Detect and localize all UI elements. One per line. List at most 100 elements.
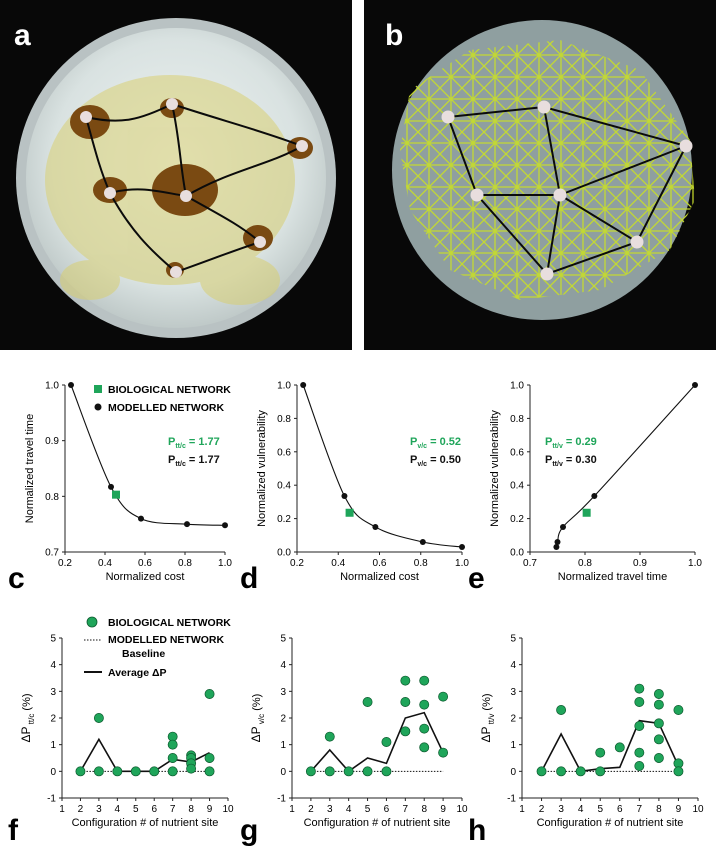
biological-point (362, 697, 373, 707)
y-tick-label: 1.0 (510, 381, 524, 392)
biological-point (556, 705, 567, 715)
y-axis-label: Normalized vulnerability (489, 410, 501, 527)
biological-point (130, 766, 141, 777)
x-tick-label: 2 (539, 804, 545, 815)
chart-g: 1 2 3 4 5 6 7 8 9 10 -1 0 1 2 3 4 5 Configuration # of nu… (240, 634, 468, 848)
x-tick-label: 5 (597, 804, 603, 815)
x-tick-label: 0.4 (331, 558, 345, 569)
x-tick-label: 0.2 (58, 558, 72, 569)
panel-label-a: a (14, 19, 31, 52)
y-tick-label: 0.7 (45, 548, 59, 559)
y-tick-label: 2 (50, 714, 56, 725)
panel-label-b: b (385, 19, 403, 52)
mesh-network (400, 40, 695, 300)
x-tick-label: 2 (308, 804, 314, 815)
modelled-point (692, 382, 698, 388)
y-tick-label: 4 (280, 660, 286, 671)
biological-point (673, 766, 684, 777)
biological-point (438, 691, 449, 702)
x-tick-label: 5 (133, 804, 139, 815)
x-tick-label: 1 (289, 804, 295, 815)
p-value-biological: Pv/c = 0.52 (410, 436, 461, 450)
biological-point (167, 753, 178, 763)
x-axis-label: Normalized cost (340, 571, 419, 583)
legend-bio-marker (94, 385, 102, 393)
x-tick-label: 1.0 (688, 558, 702, 569)
modelled-point (560, 523, 566, 530)
biological-point (653, 718, 664, 729)
y-axis-label: Normalized travel time (24, 414, 36, 523)
x-tick-label: 6 (384, 804, 390, 815)
modelled-point (554, 538, 561, 545)
model-nutrient-sites (441, 100, 693, 281)
chart-e: 0.7 0.8 0.9 1.0 0.0 0.2 0.4 0.6 0.8 1.0 Normalized… (468, 381, 702, 596)
y-tick-label: 0.6 (277, 447, 291, 458)
y-tick-label: 2 (280, 714, 286, 725)
biological-point (556, 766, 567, 777)
biological-point (575, 766, 586, 777)
biological-point (653, 734, 664, 745)
biological-point (400, 697, 411, 707)
x-tick-label: 0.7 (523, 558, 537, 569)
y-tick-label: 1.0 (277, 381, 291, 392)
biological-point (324, 731, 335, 742)
biological-point (419, 723, 430, 734)
y-label-sub: tt/v (487, 714, 496, 727)
biological-point (582, 508, 591, 517)
x-tick-label: 7 (170, 804, 176, 815)
modelled-point (553, 543, 560, 550)
x-tick-label: 3 (558, 804, 564, 815)
x-tick-label: 2 (78, 804, 84, 815)
biological-point (536, 766, 547, 777)
y-tick-label: 0.8 (277, 414, 291, 425)
x-tick-label: 6 (617, 804, 623, 815)
y-axis-label: ΔP tt/v (%) (479, 693, 496, 742)
y-tick-label: -1 (277, 794, 286, 805)
legend-avg-text: Average ΔP (108, 667, 167, 679)
average-line (310, 711, 444, 773)
y-tick-label: 0.4 (277, 481, 291, 492)
biological-point (438, 747, 449, 758)
panel-label-h: h (468, 814, 486, 847)
legend-bio-label: BIOLOGICAL NETWORK (108, 384, 231, 396)
x-tick-label: 0.2 (290, 558, 304, 569)
x-tick-label: 4 (346, 804, 352, 815)
panel-label-c: c (8, 562, 25, 595)
y-label-sub: v/c (257, 714, 266, 726)
biological-point (634, 721, 645, 731)
biological-point (93, 713, 104, 723)
x-tick-label: 9 (207, 804, 213, 815)
modelled-point (68, 382, 74, 388)
y-tick-label: 4 (50, 660, 56, 671)
y-label-unit: (%) (481, 693, 493, 713)
legend-bottom: BIOLOGICAL NETWORK MODELLED NETWORK Base… (84, 616, 231, 679)
biological-point (112, 490, 120, 499)
legend-model-text: MODELLED NETWORK (108, 634, 224, 646)
biological-point (204, 766, 215, 777)
panel-label-e: e (468, 562, 485, 595)
modelled-point (419, 538, 426, 545)
biological-point (381, 737, 392, 747)
x-tick-label: 1.0 (455, 558, 469, 569)
y-label-main: ΔP (19, 727, 33, 743)
biological-point (419, 675, 430, 686)
y-tick-label: 0.8 (45, 492, 59, 503)
x-tick-label: 7 (637, 804, 643, 815)
modelled-point (341, 493, 348, 500)
biological-point (595, 747, 606, 758)
modelled-point (459, 543, 465, 550)
y-tick-label: 0.6 (510, 447, 524, 458)
legend-bio-dot (86, 616, 98, 628)
biological-point (204, 689, 215, 699)
biological-point (324, 766, 335, 777)
biological-point (167, 739, 178, 750)
y-label-unit: (%) (251, 694, 263, 714)
x-tick-label: 7 (403, 804, 409, 815)
y-tick-label: 4 (510, 660, 516, 671)
x-tick-label: 0.6 (138, 558, 152, 569)
y-tick-label: 1 (510, 740, 516, 751)
x-axis-label: Configuration # of nutrient site (304, 817, 451, 829)
modelled-point (222, 522, 228, 529)
modelled-point (108, 483, 114, 490)
